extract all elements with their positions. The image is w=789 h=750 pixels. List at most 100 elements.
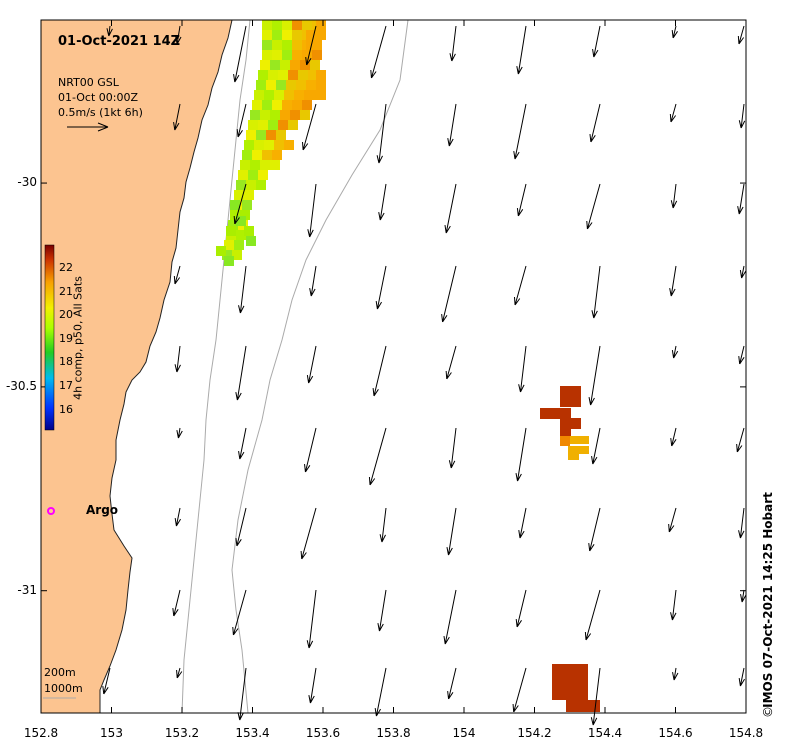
current-arrow: [233, 25, 247, 83]
sst-pixel: [256, 130, 266, 140]
sst-pixel: [242, 200, 252, 210]
current-arrow: [513, 103, 527, 160]
sst-pixel: [270, 110, 280, 120]
sst-pixel: [240, 210, 250, 220]
current-arrow: [589, 103, 601, 143]
x-tick-label: 154.8: [728, 726, 764, 740]
current-arrow: [671, 25, 678, 39]
current-arrow: [368, 427, 387, 486]
current-arrow: [513, 265, 527, 306]
x-tick-label: 152.8: [23, 726, 59, 740]
sst-pixel: [312, 50, 322, 60]
legend-scale: 0.5m/s (1kt 6h): [58, 106, 143, 119]
sst-pixel: [272, 40, 282, 50]
sst-pixel: [568, 446, 579, 454]
current-arrow: [173, 265, 181, 285]
sst-pixel: [300, 110, 310, 120]
sst-pixel: [224, 256, 234, 266]
scale-arrow: [67, 122, 109, 132]
current-arrow: [176, 667, 183, 679]
sst-pixel: [236, 180, 246, 190]
depth-legend-200m: 200m: [44, 666, 76, 679]
sst-pixel: [244, 226, 254, 236]
land-area: [40, 19, 233, 714]
sst-pixel: [560, 396, 571, 407]
sst-pixel: [270, 160, 280, 170]
current-arrow: [736, 427, 745, 453]
sst-pixel: [278, 70, 288, 80]
sst-pixel: [282, 20, 292, 30]
sst-pixel: [290, 110, 300, 120]
sst-pixel: [564, 676, 576, 688]
current-arrow: [306, 345, 317, 384]
sst-pixel: [236, 216, 246, 226]
sst-pixel: [268, 120, 278, 130]
current-arrow: [671, 345, 679, 359]
x-tick-label: 153.6: [305, 726, 341, 740]
current-arrow: [591, 265, 601, 319]
sst-pixel: [578, 436, 589, 444]
axis-ticks: [40, 20, 747, 713]
sst-pixel: [252, 150, 262, 160]
sst-pixel: [288, 70, 298, 80]
sst-pixel: [254, 140, 264, 150]
sst-pixel: [272, 30, 282, 40]
current-arrow: [375, 265, 387, 310]
sst-pixel: [272, 100, 282, 110]
current-arrow: [737, 25, 745, 45]
current-arrow: [308, 667, 317, 704]
sst-pixel: [240, 160, 250, 170]
colorbar-tick-label: 22: [59, 261, 73, 274]
current-arrow: [378, 183, 387, 221]
sst-pixel: [242, 150, 252, 160]
sst-pixel: [560, 436, 570, 446]
current-arrow: [512, 667, 527, 713]
current-arrow: [305, 25, 317, 66]
sst-pixel: [576, 676, 588, 688]
sst-pixel: [302, 50, 312, 60]
current-arrow: [174, 345, 181, 373]
sst-pixel: [298, 70, 308, 80]
sst-pixel: [292, 40, 302, 50]
sst-pixel: [264, 140, 274, 150]
sst-pixel: [588, 700, 600, 712]
current-arrow: [309, 265, 317, 297]
x-tick-label: 154.4: [587, 726, 623, 740]
sst-pixel: [222, 250, 232, 260]
current-arrow: [516, 183, 527, 217]
y-tick-label: -30: [17, 175, 37, 190]
sst-pixel: [288, 120, 298, 130]
sst-pixel: [552, 664, 564, 676]
current-arrow: [670, 427, 677, 447]
current-arrow: [669, 265, 677, 297]
sst-pixel: [234, 190, 244, 200]
current-arrow: [376, 103, 387, 164]
current-arrow: [445, 345, 457, 380]
sst-pixel: [230, 200, 240, 210]
sst-pixel: [216, 246, 226, 256]
current-arrow: [235, 507, 247, 547]
sst-pixel: [560, 418, 571, 429]
argo-marker[interactable]: [47, 507, 55, 515]
sst-pixel: [568, 452, 579, 460]
x-tick-label: 154: [452, 726, 476, 740]
current-arrow: [307, 183, 317, 238]
sst-pixel: [292, 20, 302, 30]
current-arrow: [740, 589, 747, 603]
argo-label: Argo: [86, 503, 119, 517]
current-arrow: [518, 345, 527, 393]
sst-pixel: [264, 90, 274, 100]
current-arrow: [379, 507, 387, 543]
sst-pixel: [570, 436, 581, 444]
sst-pixel: [228, 220, 238, 230]
sst-pixel: [310, 60, 320, 70]
x-tick-label: 153.8: [376, 726, 411, 740]
sst-pixel: [256, 180, 266, 190]
copyright-symbol: ©: [761, 706, 775, 718]
sst-pixel: [540, 408, 551, 419]
current-arrow: [176, 427, 183, 439]
current-arrow: [374, 667, 387, 717]
current-arrow: [738, 507, 745, 539]
sst-pixel: [244, 140, 254, 150]
